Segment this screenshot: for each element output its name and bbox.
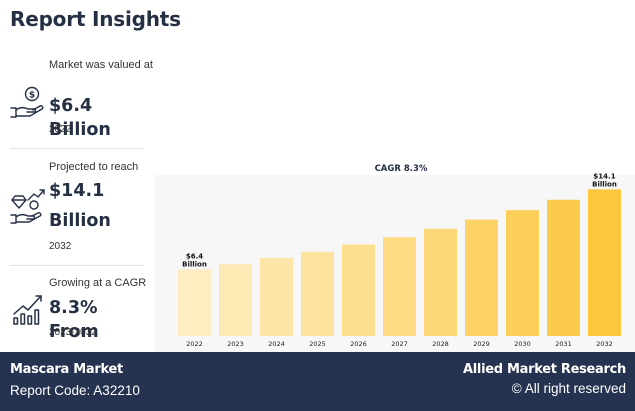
data-label: $6.4 (186, 252, 203, 260)
stat-market-value: $ Market was valued at $6.4 Billion 2022 (10, 58, 153, 146)
chart-title: CAGR 8.3% (375, 164, 428, 174)
x-tick-label: 2025 (309, 340, 326, 348)
bar-2023 (219, 264, 252, 336)
x-tick-label: 2030 (514, 340, 531, 348)
chart-svg: CAGR 8.3% 2022 2023 2024 2025 2026 2027 2028 20… (178, 164, 621, 348)
stat-cagr: Growing at a CAGR 8.3% From 2023-2032 (10, 276, 150, 346)
stat-value: $14.1 Billion (49, 181, 111, 231)
stat-label: Growing at a CAGR (49, 277, 147, 289)
x-tick-label: 2023 (227, 340, 244, 348)
divider (10, 265, 144, 266)
x-tick-label: 2032 (596, 340, 613, 348)
x-tick-label: 2031 (555, 340, 572, 348)
bar-2025 (301, 251, 334, 336)
stat-year: 2023-2032 (49, 327, 97, 338)
bar-2024 (260, 258, 293, 336)
divider (10, 148, 144, 149)
bar-2029 (465, 219, 498, 336)
bar-2026 (342, 244, 375, 336)
bar-2028 (424, 228, 457, 336)
footer-brand: Allied Market Research (463, 362, 626, 377)
x-tick-label: 2022 (186, 340, 203, 348)
bar-chart: CAGR 8.3% 2022 2023 2024 2025 2026 2027 2028 20… (155, 155, 635, 352)
bar-2032 (588, 189, 621, 336)
footer-market-name: Mascara Market (10, 362, 123, 377)
bar-chart-arrow-icon (10, 290, 46, 326)
page-title: Report Insights (10, 7, 181, 31)
x-tick-label: 2028 (432, 340, 449, 348)
data-label: $14.1 (593, 172, 615, 180)
footer-rights: © All right reserved (511, 381, 626, 396)
svg-text:$: $ (29, 91, 35, 101)
footer-report-code: Report Code: A32210 (10, 383, 140, 398)
stat-label: Market was valued at (49, 59, 153, 71)
x-tick-label: 2027 (391, 340, 408, 348)
stat-value: $6.4 Billion (49, 96, 111, 140)
hand-diamond-growth-icon (10, 188, 46, 224)
bar-2031 (547, 199, 580, 336)
stat-label: Projected to reach (49, 161, 139, 173)
bar-2027 (383, 237, 416, 336)
stat-year: 2022 (49, 124, 72, 135)
stat-value: 8.3% From (49, 298, 99, 342)
x-tick-label: 2024 (268, 340, 285, 348)
footer: Mascara Market Report Code: A32210 Allie… (0, 352, 635, 411)
x-tick-label: 2029 (473, 340, 490, 348)
data-label: Billion (182, 260, 207, 268)
x-tick-label: 2026 (350, 340, 367, 348)
data-label: Billion (592, 180, 617, 188)
stat-year: 2032 (49, 241, 72, 252)
hand-money-icon: $ (10, 84, 46, 120)
stat-projected-value: Projected to reach $14.1 Billion 2032 (10, 160, 150, 260)
bar-2030 (506, 210, 539, 336)
bar-2022 (178, 269, 211, 336)
